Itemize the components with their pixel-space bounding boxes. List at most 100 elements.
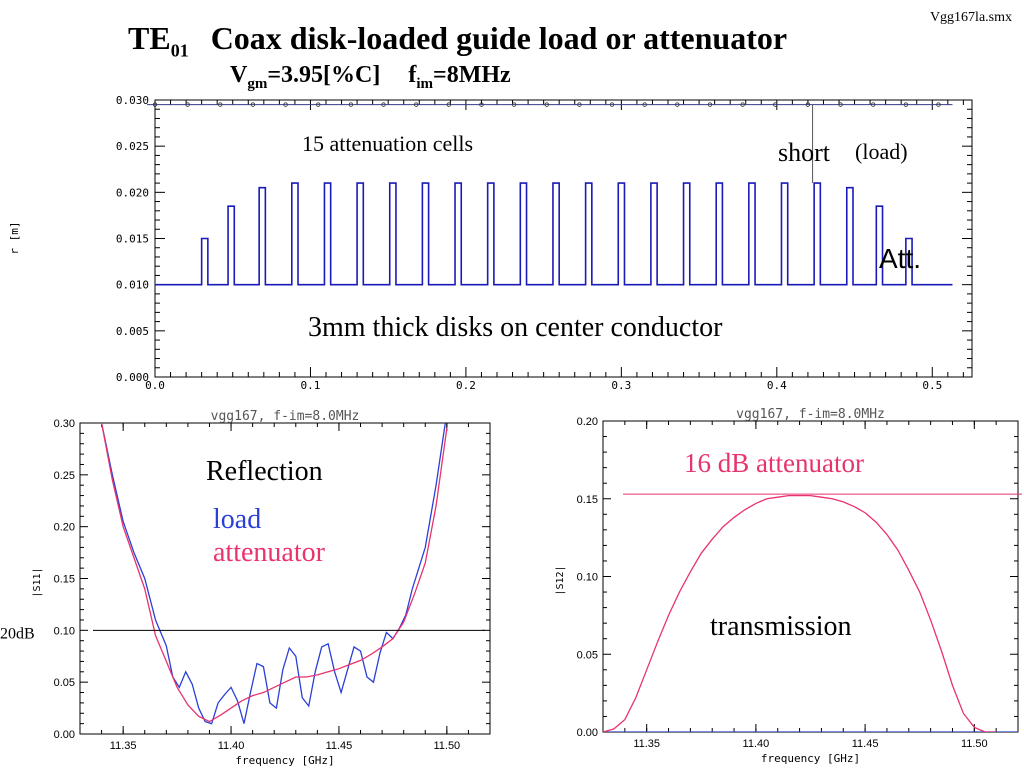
reference-level-label: 20dB	[0, 625, 35, 642]
x-tick-label: 0.2	[456, 379, 476, 392]
x-tick-label: 0.4	[767, 379, 787, 392]
outer-wall-marker	[316, 102, 321, 107]
title-te-subscript: 01	[170, 40, 189, 61]
series-line-attenuator	[603, 494, 997, 732]
disk	[814, 183, 820, 285]
outer-wall-marker	[218, 102, 223, 107]
outer-wall-marker	[707, 102, 713, 107]
disk	[716, 183, 722, 285]
subtitle-f: f	[408, 62, 417, 88]
x-tick-label: 11.45	[326, 740, 353, 752]
x-tick-label: 11.35	[633, 738, 660, 750]
disk	[324, 183, 330, 285]
outer-wall-marker	[381, 102, 386, 107]
y-axis-label: |S12|	[555, 565, 566, 595]
transmission-chart: 0.00 0.05 0.10 0.15 0.20 11.35 11.40 11.45 11.50…	[555, 407, 1022, 765]
x-tick-label: 11.40	[218, 740, 245, 752]
x-tick-label: 11.50	[433, 740, 460, 752]
outer-wall-marker	[413, 102, 419, 107]
y-tick-label: 0.25	[54, 470, 75, 482]
outer-wall-marker	[609, 102, 615, 107]
disk	[781, 183, 787, 285]
chart-title: vgg167, f-im=8.0MHz	[736, 407, 885, 422]
y-tick-label: 0.05	[54, 677, 75, 689]
outer-wall-marker	[740, 102, 745, 107]
y-tick-label: 0.10	[54, 625, 75, 637]
outer-wall-marker	[936, 102, 941, 107]
subtitle-v: V	[230, 62, 248, 88]
disk	[651, 183, 657, 285]
outer-wall-marker	[283, 102, 288, 107]
disk	[488, 183, 494, 285]
outer-wall-marker	[446, 102, 452, 107]
legend-attenuator: attenuator	[213, 537, 326, 568]
y-tick-label: 0.015	[116, 233, 149, 246]
disk	[357, 183, 363, 285]
x-tick-label: 11.40	[743, 738, 770, 750]
disk	[520, 183, 526, 285]
outer-wall-marker	[903, 102, 909, 107]
subtitle-f-value: =8MHz	[433, 62, 511, 88]
y-tick-label: 0.30	[54, 418, 75, 430]
outer-wall-marker	[577, 102, 582, 107]
outer-wall-marker	[838, 102, 843, 107]
reflection-chart: 0.00 0.05 0.10 0.15 0.20 0.25 0.30 11.35 11.40 11…	[0, 409, 491, 767]
outer-wall-marker	[250, 102, 256, 107]
y-axis-label: r [m]	[8, 221, 21, 254]
x-tick-label: 0.3	[611, 379, 631, 392]
disk	[455, 183, 461, 285]
y-tick-label: 0.05	[577, 649, 598, 661]
disk	[292, 183, 298, 285]
outer-wall-marker	[642, 102, 647, 107]
title-main: Coax disk-loaded guide load or attenuato…	[210, 20, 788, 56]
legend-load: load	[213, 504, 261, 535]
annotation-disks: 3mm thick disks on center conductor	[308, 312, 723, 343]
disk	[390, 183, 396, 285]
disk	[586, 183, 592, 285]
y-tick-label: 0.030	[116, 94, 149, 107]
title-te: TE	[128, 20, 171, 56]
chart-title: vgg167, f-im=8.0MHz	[211, 409, 360, 424]
disk	[202, 239, 208, 285]
x-axis-label: frequency [GHz]	[235, 754, 334, 767]
y-tick-label: 0.005	[116, 325, 149, 338]
disk	[228, 206, 234, 284]
x-tick-label: 11.50	[961, 738, 988, 750]
outer-wall-marker	[773, 102, 778, 107]
disk	[259, 188, 265, 285]
disk	[618, 183, 624, 285]
x-tick-label: 11.45	[852, 738, 879, 750]
annotation-short: short	[778, 138, 831, 167]
outer-wall-marker	[348, 102, 354, 107]
annotation-att: Att.	[879, 243, 921, 274]
annotation-cells: 15 attenuation cells	[302, 131, 473, 156]
geometry-chart: 0.000 0.005 0.010 0.015 0.020 0.025 0.030 0.0 0.…	[8, 94, 973, 392]
x-tick-label: 0.5	[922, 379, 942, 392]
y-tick-label: 0.00	[577, 727, 598, 739]
y-tick-label: 0.000	[116, 371, 149, 384]
disk	[422, 183, 428, 285]
x-tick-label: 11.35	[110, 740, 137, 752]
outer-wall-marker	[544, 102, 549, 107]
disk	[553, 183, 559, 285]
disk-profile-line	[155, 182, 953, 286]
y-tick-label: 0.15	[577, 494, 598, 506]
page-subtitle: Vgm=3.95[%C] fim=8MHz	[230, 62, 511, 93]
page-title: TE01 Coax disk-loaded guide load or atten…	[128, 20, 787, 61]
y-tick-label: 0.20	[54, 522, 75, 534]
y-tick-label: 0.010	[116, 279, 149, 292]
series-line-load	[100, 423, 446, 725]
outer-wall-marker	[805, 102, 811, 107]
subtitle-v-subscript: gm	[247, 75, 268, 92]
y-tick-label: 0.020	[116, 186, 149, 199]
outer-wall-marker	[511, 102, 517, 107]
outer-wall-marker	[152, 102, 158, 107]
annotation-load: (load)	[855, 139, 908, 164]
y-tick-label: 0.20	[577, 416, 598, 428]
subtitle-v-value: =3.95[%C]	[267, 62, 381, 88]
annotation-attenuator: 16 dB attenuator	[684, 448, 864, 478]
y-tick-label: 0.00	[54, 729, 75, 741]
x-tick-label: 0.1	[301, 379, 321, 392]
outer-wall-marker	[871, 102, 876, 107]
